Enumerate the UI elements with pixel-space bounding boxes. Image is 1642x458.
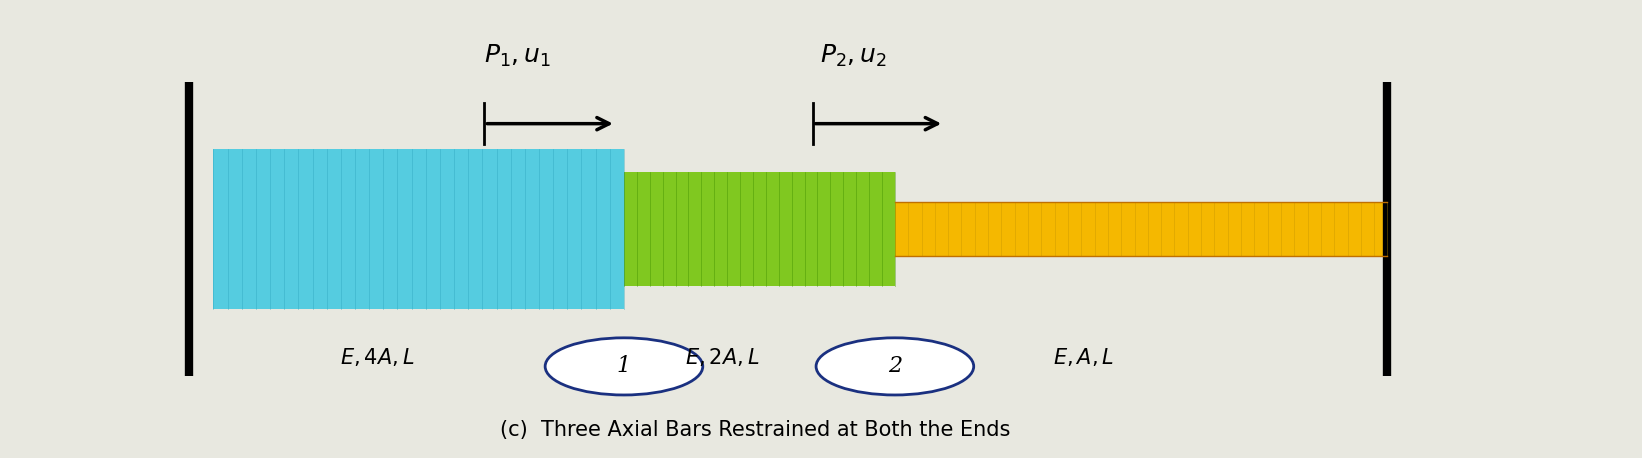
- Text: $P_1, u_1$: $P_1, u_1$: [484, 43, 550, 69]
- Bar: [213, 149, 624, 309]
- Bar: [895, 202, 1387, 256]
- Text: $E, 2A, L$: $E, 2A, L$: [685, 346, 760, 368]
- Ellipse shape: [816, 338, 974, 395]
- Bar: [624, 172, 895, 286]
- Text: (c)  Three Axial Bars Restrained at Both the Ends: (c) Three Axial Bars Restrained at Both …: [501, 420, 1010, 440]
- Text: $E, A, L$: $E, A, L$: [1053, 346, 1115, 368]
- Ellipse shape: [545, 338, 703, 395]
- Text: $P_2, u_2$: $P_2, u_2$: [821, 43, 887, 69]
- Text: $E, 4A, L$: $E, 4A, L$: [340, 346, 415, 368]
- Text: 1: 1: [617, 355, 631, 377]
- Text: 2: 2: [888, 355, 901, 377]
